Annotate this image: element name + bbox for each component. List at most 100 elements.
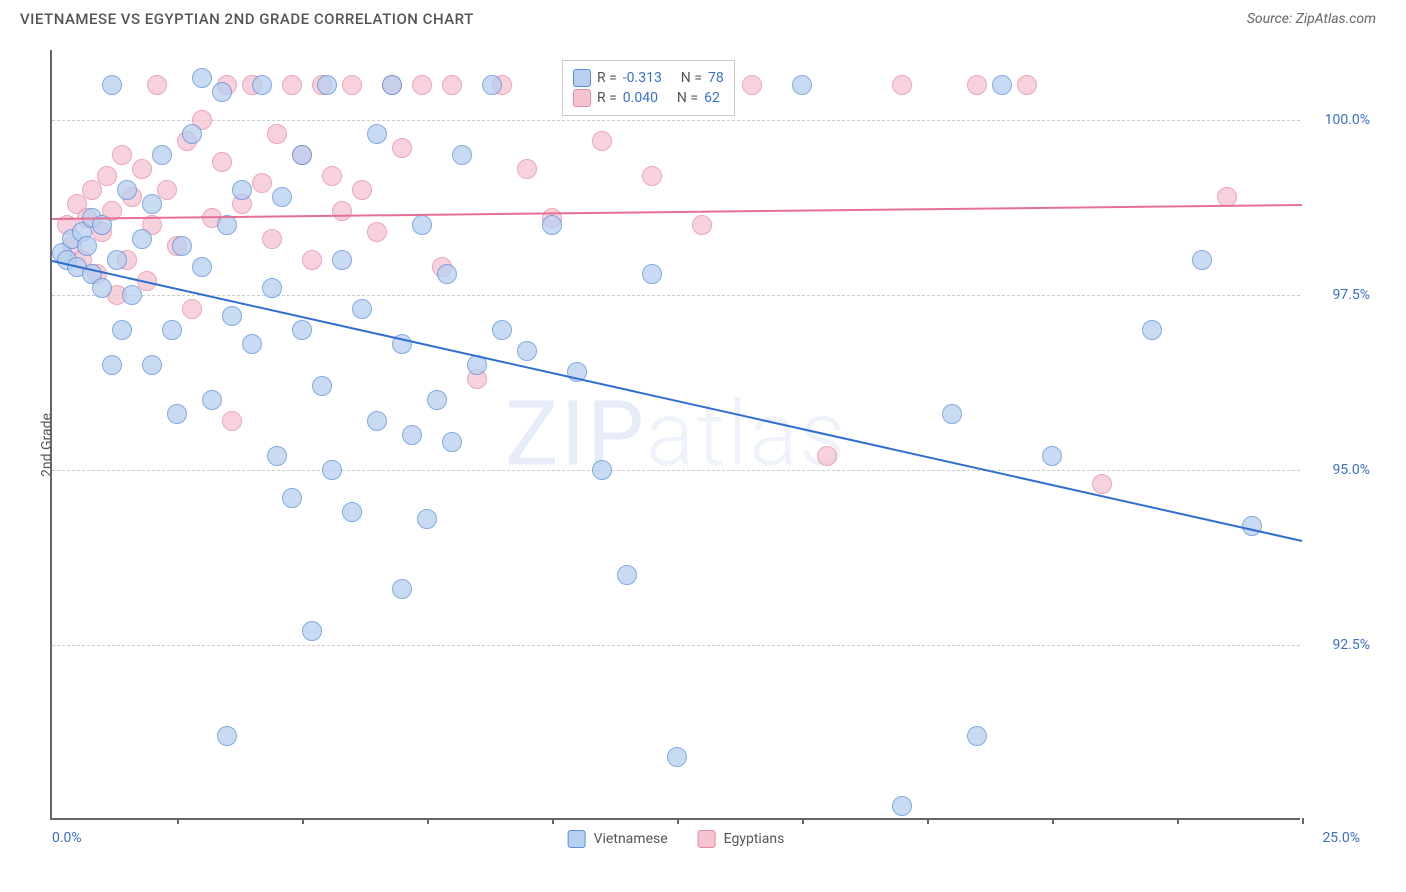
scatter-point-vietnamese <box>252 75 272 95</box>
scatter-point-egyptians <box>112 145 132 165</box>
chart-source: Source: ZipAtlas.com <box>1247 11 1376 27</box>
correlation-legend: R =-0.313 N =78R =0.040 N =62 <box>562 60 735 116</box>
scatter-point-vietnamese <box>172 236 192 256</box>
scatter-point-vietnamese <box>152 145 172 165</box>
scatter-point-vietnamese <box>102 75 122 95</box>
x-tick <box>552 818 554 824</box>
scatter-point-vietnamese <box>267 446 287 466</box>
x-label-right: 25.0% <box>1322 830 1360 846</box>
scatter-point-egyptians <box>412 75 432 95</box>
scatter-point-egyptians <box>267 124 287 144</box>
scatter-point-vietnamese <box>132 229 152 249</box>
scatter-point-vietnamese <box>222 306 242 326</box>
scatter-point-vietnamese <box>192 257 212 277</box>
scatter-point-vietnamese <box>272 187 292 207</box>
scatter-point-vietnamese <box>592 460 612 480</box>
x-tick <box>802 818 804 824</box>
x-tick <box>1302 818 1304 824</box>
scatter-point-egyptians <box>342 75 362 95</box>
scatter-point-vietnamese <box>317 75 337 95</box>
x-tick <box>1177 818 1179 824</box>
scatter-point-egyptians <box>367 222 387 242</box>
scatter-point-vietnamese <box>427 390 447 410</box>
chart-container: 2nd Grade ZIPatlas 92.5%95.0%97.5%100.0%… <box>50 50 1380 840</box>
scatter-point-vietnamese <box>182 124 202 144</box>
scatter-point-vietnamese <box>302 621 322 641</box>
x-tick <box>177 818 179 824</box>
scatter-point-vietnamese <box>122 285 142 305</box>
scatter-point-egyptians <box>97 166 117 186</box>
scatter-point-vietnamese <box>312 376 332 396</box>
scatter-point-vietnamese <box>282 488 302 508</box>
scatter-point-vietnamese <box>792 75 812 95</box>
scatter-point-vietnamese <box>1042 446 1062 466</box>
scatter-point-egyptians <box>592 131 612 151</box>
scatter-point-vietnamese <box>437 264 457 284</box>
scatter-point-vietnamese <box>232 180 252 200</box>
x-tick <box>302 818 304 824</box>
scatter-point-egyptians <box>252 173 272 193</box>
chart-title: VIETNAMESE VS EGYPTIAN 2ND GRADE CORRELA… <box>20 10 474 28</box>
scatter-point-egyptians <box>132 159 152 179</box>
legend-label: Vietnamese <box>594 831 668 847</box>
scatter-point-vietnamese <box>292 145 312 165</box>
gridline-h <box>52 120 1300 121</box>
scatter-point-egyptians <box>817 446 837 466</box>
scatter-point-vietnamese <box>192 68 212 88</box>
scatter-point-egyptians <box>182 299 202 319</box>
legend-item: Egyptians <box>698 830 785 848</box>
scatter-point-vietnamese <box>202 390 222 410</box>
scatter-point-vietnamese <box>1242 516 1262 536</box>
scatter-point-vietnamese <box>642 264 662 284</box>
scatter-point-vietnamese <box>117 180 137 200</box>
scatter-point-vietnamese <box>967 726 987 746</box>
scatter-point-egyptians <box>392 138 412 158</box>
x-tick <box>427 818 429 824</box>
scatter-point-vietnamese <box>452 145 472 165</box>
scatter-point-vietnamese <box>367 124 387 144</box>
legend-swatch <box>698 830 716 848</box>
scatter-point-egyptians <box>742 75 762 95</box>
scatter-point-vietnamese <box>162 320 182 340</box>
scatter-point-vietnamese <box>367 411 387 431</box>
scatter-point-egyptians <box>642 166 662 186</box>
scatter-point-egyptians <box>222 411 242 431</box>
scatter-point-egyptians <box>322 166 342 186</box>
scatter-point-vietnamese <box>212 82 232 102</box>
legend-row: R =-0.313 N =78 <box>573 69 724 87</box>
scatter-point-egyptians <box>892 75 912 95</box>
scatter-point-vietnamese <box>142 355 162 375</box>
scatter-point-egyptians <box>147 75 167 95</box>
scatter-point-egyptians <box>212 152 232 172</box>
scatter-point-vietnamese <box>322 460 342 480</box>
scatter-point-vietnamese <box>292 320 312 340</box>
scatter-point-vietnamese <box>1192 250 1212 270</box>
scatter-point-vietnamese <box>1142 320 1162 340</box>
scatter-point-vietnamese <box>542 215 562 235</box>
scatter-point-egyptians <box>332 201 352 221</box>
scatter-point-vietnamese <box>892 796 912 816</box>
scatter-point-vietnamese <box>942 404 962 424</box>
scatter-point-vietnamese <box>402 425 422 445</box>
scatter-point-egyptians <box>692 215 712 235</box>
scatter-point-vietnamese <box>217 726 237 746</box>
x-label-left: 0.0% <box>52 830 82 846</box>
legend-swatch <box>568 830 586 848</box>
legend-swatch <box>573 69 591 87</box>
scatter-point-vietnamese <box>412 215 432 235</box>
scatter-point-vietnamese <box>492 320 512 340</box>
y-tick-label: 100.0% <box>1325 112 1370 128</box>
scatter-point-egyptians <box>262 229 282 249</box>
scatter-point-egyptians <box>352 180 372 200</box>
chart-header: VIETNAMESE VS EGYPTIAN 2ND GRADE CORRELA… <box>0 0 1406 38</box>
scatter-point-vietnamese <box>92 278 112 298</box>
scatter-point-vietnamese <box>442 432 462 452</box>
scatter-point-vietnamese <box>242 334 262 354</box>
scatter-point-vietnamese <box>517 341 537 361</box>
scatter-point-vietnamese <box>417 509 437 529</box>
plot-area: ZIPatlas 92.5%95.0%97.5%100.0%0.0%25.0%R… <box>50 50 1300 820</box>
scatter-point-vietnamese <box>142 194 162 214</box>
scatter-point-vietnamese <box>107 250 127 270</box>
scatter-point-vietnamese <box>332 250 352 270</box>
gridline-h <box>52 645 1300 646</box>
